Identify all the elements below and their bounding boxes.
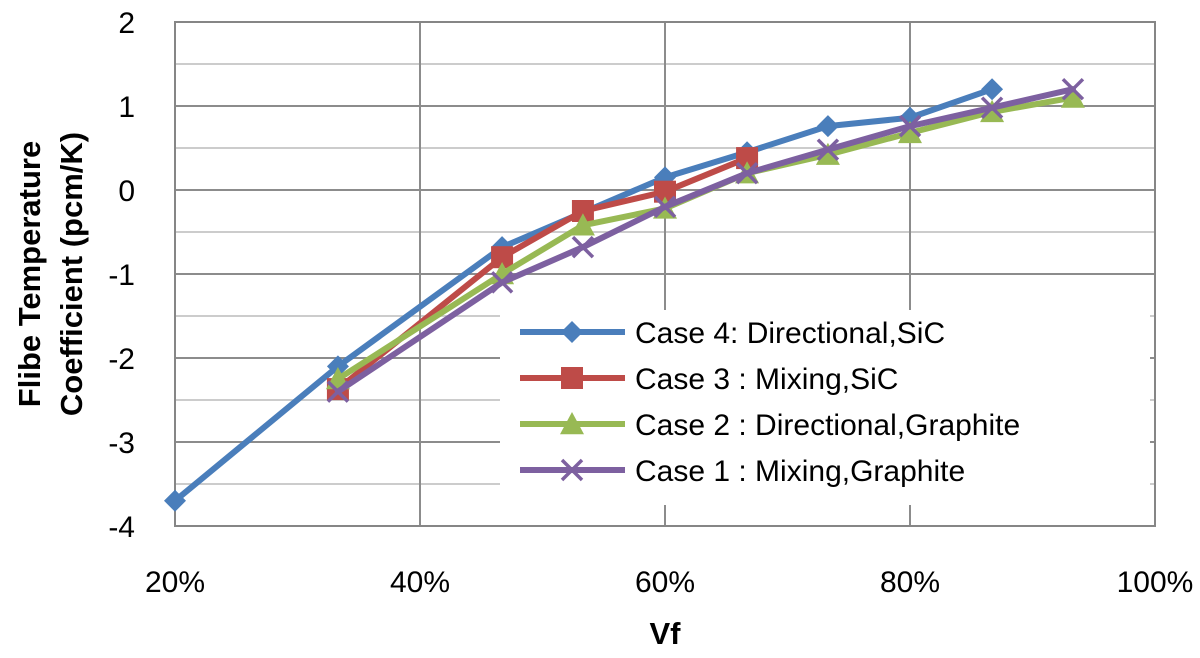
y-tick-label: -3 [108,427,135,460]
x-axis-title: Vf [650,616,682,651]
legend: Case 4: Directional,SiC Case 3 : Mixing,S… [500,310,1150,505]
y-tick-labels: 2 1 0 -1 -2 -3 -4 [108,7,135,544]
x-marker [735,161,759,185]
x-marker [653,195,677,219]
series [326,147,759,401]
x-tick-label: 80% [880,566,940,599]
y-tick-label: -1 [108,259,135,292]
legend-item: Case 3 : Mixing,SiC [520,363,898,396]
y-tick-label: -4 [108,511,135,544]
legend-label: Case 4: Directional,SiC [635,317,945,350]
legend-label: Case 3 : Mixing,SiC [635,363,898,396]
legend-item: Case 1 : Mixing,Graphite [520,455,965,488]
square-marker [561,367,583,389]
x-tick-label: 40% [390,566,450,599]
legend-label: Case 1 : Mixing,Graphite [635,455,965,488]
y-tick-label: 2 [118,7,135,40]
series-layer [164,77,1085,512]
triangle-marker [980,99,1005,123]
square-marker [654,180,676,203]
legend-item: Case 4: Directional,SiC [520,317,945,350]
triangle-marker [815,142,840,165]
diamond-marker [326,355,349,378]
triangle-marker [570,213,595,236]
y-axis-title: Flibe Temperature Coefficient (pcm/K) [12,132,89,416]
square-marker [571,200,594,222]
legend-item: Case 2 : Directional,Graphite [520,409,1020,442]
diamond-marker [981,78,1004,101]
y-tick-label: -2 [108,343,135,376]
y-axis-title-line-1: Flibe Temperature [12,141,47,407]
x-marker [980,96,1004,119]
x-tick-label: 20% [145,566,205,599]
x-marker [560,458,584,482]
triangle-marker [560,412,584,435]
series-line [172,86,996,504]
x-tick-label: 60% [635,566,695,599]
triangle-marker [1060,85,1085,108]
plot-frame [174,21,1156,527]
x-marker [1061,77,1085,101]
diamond-marker [164,489,186,512]
diamond-marker [816,115,839,138]
x-marker [490,271,514,294]
y-tick-label: 1 [118,91,135,124]
square-marker [736,147,759,170]
y-tick-label: 0 [118,175,135,208]
diamond-marker [561,321,583,343]
y-axis-title-line-2: Coefficient (pcm/K) [54,132,89,416]
x-marker [816,138,840,161]
x-marker [326,380,350,403]
square-marker [491,246,514,269]
x-tick-labels: 20% 40% 60% 80% 100% [145,566,1193,599]
x-marker [898,114,922,138]
x-marker [571,235,595,259]
legend-label: Case 2 : Directional,Graphite [635,409,1020,442]
series [326,77,1085,403]
triangle-marker [898,120,922,144]
x-tick-label: 100% [1117,566,1194,599]
